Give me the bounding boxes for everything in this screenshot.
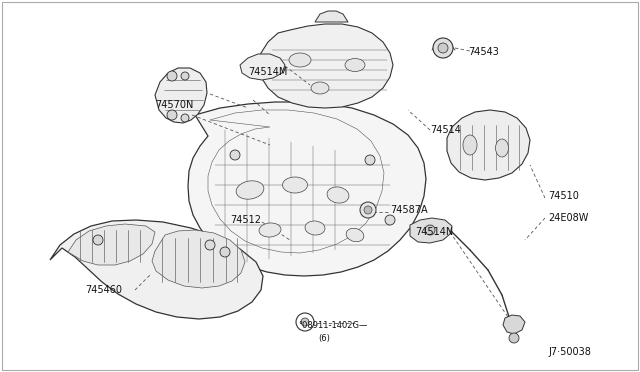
Ellipse shape [346, 228, 364, 242]
Circle shape [301, 318, 309, 326]
Ellipse shape [345, 58, 365, 71]
Polygon shape [258, 24, 393, 108]
Polygon shape [240, 54, 285, 80]
Text: 74587A: 74587A [390, 205, 428, 215]
Polygon shape [188, 102, 426, 276]
Circle shape [205, 240, 215, 250]
Text: 745460: 745460 [85, 285, 122, 295]
Circle shape [425, 225, 435, 235]
Circle shape [167, 110, 177, 120]
Circle shape [364, 206, 372, 214]
Circle shape [220, 247, 230, 257]
Ellipse shape [259, 223, 281, 237]
Ellipse shape [236, 181, 264, 199]
Ellipse shape [327, 187, 349, 203]
Text: 74510: 74510 [548, 191, 579, 201]
Text: 74570N: 74570N [155, 100, 193, 110]
Text: 74543: 74543 [468, 47, 499, 57]
Circle shape [167, 71, 177, 81]
Text: 24E08W: 24E08W [548, 213, 588, 223]
Circle shape [385, 215, 395, 225]
Text: °08911-1402G—: °08911-1402G— [298, 321, 367, 330]
Ellipse shape [305, 221, 325, 235]
Ellipse shape [282, 177, 307, 193]
Circle shape [438, 43, 448, 53]
Text: 74514N: 74514N [415, 227, 453, 237]
Circle shape [360, 202, 376, 218]
Polygon shape [152, 230, 245, 288]
Text: (6): (6) [318, 334, 330, 343]
Ellipse shape [289, 53, 311, 67]
Text: 74514: 74514 [430, 125, 461, 135]
Text: J7·50038: J7·50038 [548, 347, 591, 357]
Circle shape [433, 38, 453, 58]
Circle shape [181, 72, 189, 80]
Circle shape [365, 155, 375, 165]
Polygon shape [503, 315, 525, 334]
Circle shape [181, 114, 189, 122]
Circle shape [509, 333, 519, 343]
Ellipse shape [463, 135, 477, 155]
Circle shape [296, 313, 314, 331]
Polygon shape [315, 11, 348, 22]
Ellipse shape [495, 139, 509, 157]
Text: 74512: 74512 [230, 215, 261, 225]
Polygon shape [410, 218, 452, 243]
Text: 74514M: 74514M [248, 67, 287, 77]
Polygon shape [50, 220, 263, 319]
Polygon shape [155, 68, 207, 123]
Ellipse shape [311, 82, 329, 94]
Polygon shape [447, 110, 530, 180]
Circle shape [93, 235, 103, 245]
Circle shape [230, 150, 240, 160]
Polygon shape [68, 224, 155, 265]
